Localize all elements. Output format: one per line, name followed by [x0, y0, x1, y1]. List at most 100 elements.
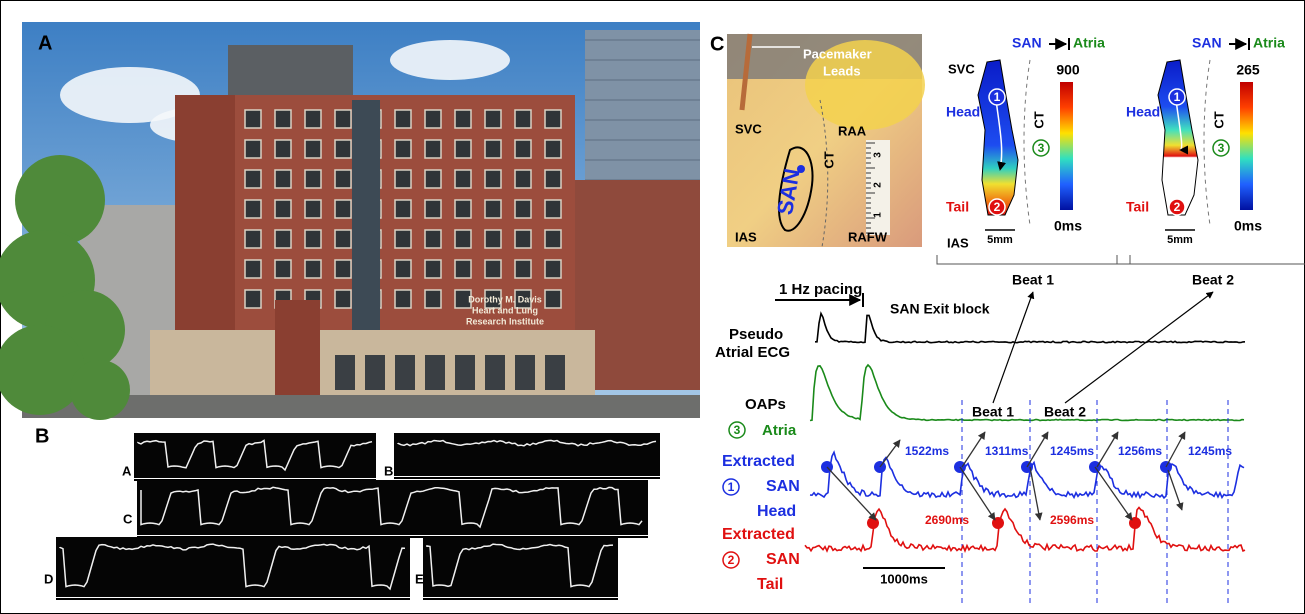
window: [305, 170, 321, 188]
beat-label: Beat 1: [1012, 272, 1054, 288]
glass-column: [352, 100, 380, 335]
window: [305, 110, 321, 128]
marker-number: 1: [994, 90, 1001, 104]
scale-label: 1000ms: [880, 571, 928, 586]
window: [485, 110, 501, 128]
ecg-label: Atrial ECG: [715, 344, 790, 361]
interval-label: 1256ms: [1118, 444, 1162, 458]
exit-block-label: SAN Exit block: [890, 301, 990, 317]
window: [275, 140, 291, 158]
window: [545, 110, 561, 128]
building-sign: Heart and Lung: [472, 305, 538, 315]
tree: [70, 360, 130, 420]
window: [545, 260, 561, 278]
figure: Dorothy M. DavisHeart and LungResearch I…: [0, 0, 1305, 614]
map-label: IAS: [947, 235, 969, 250]
window: [455, 200, 471, 218]
panel-label: A: [38, 32, 52, 54]
window: [275, 110, 291, 128]
window: [515, 110, 531, 128]
direction-label: Atria: [1073, 35, 1105, 51]
window: [335, 140, 351, 158]
window: [335, 290, 351, 308]
marker-number: 3: [734, 423, 741, 437]
interval-label: 1522ms: [905, 444, 949, 458]
window: [425, 110, 441, 128]
window: [455, 170, 471, 188]
window: [425, 170, 441, 188]
window: [425, 200, 441, 218]
window: [335, 230, 351, 248]
ruler-number: 1: [873, 212, 884, 218]
tail-label: Extracted: [722, 526, 795, 543]
scale-label: 5mm: [987, 234, 1013, 246]
window: [545, 140, 561, 158]
base-window: [365, 355, 385, 390]
direction-label: Atria: [1253, 35, 1285, 51]
oaps-label: OAPs: [745, 396, 786, 413]
recording-strip: [137, 480, 648, 535]
base-window: [485, 355, 505, 390]
beat-label: Beat 2: [1192, 272, 1234, 288]
leads-label: Pacemaker: [803, 46, 872, 61]
window: [545, 200, 561, 218]
building-sign: Research Institute: [466, 316, 544, 326]
interval-label: 1311ms: [985, 444, 1029, 458]
window: [455, 260, 471, 278]
window: [425, 230, 441, 248]
ruler-number: 2: [873, 182, 884, 188]
window: [515, 200, 531, 218]
window: [245, 260, 261, 278]
marker-number: 3: [1218, 141, 1225, 155]
direction-label: SAN: [1192, 35, 1222, 51]
scale-label: 5mm: [1167, 234, 1193, 246]
map-label: Tail: [946, 199, 969, 215]
recording-strip: [394, 433, 660, 476]
window: [395, 110, 411, 128]
tree: [15, 155, 105, 245]
window: [395, 230, 411, 248]
window: [455, 140, 471, 158]
window: [335, 200, 351, 218]
base-window: [395, 355, 415, 390]
ruler-number: 3: [873, 152, 884, 158]
map-label: Head: [946, 104, 980, 120]
window: [485, 260, 501, 278]
window: [275, 260, 291, 278]
strip-label: D: [44, 571, 53, 586]
window: [485, 170, 501, 188]
strip-label: A: [122, 463, 132, 478]
window: [485, 200, 501, 218]
window: [425, 140, 441, 158]
window: [455, 110, 471, 128]
window: [545, 230, 561, 248]
base-window: [455, 355, 475, 390]
window: [515, 230, 531, 248]
interval-label: 1245ms: [1188, 444, 1232, 458]
head-label: Head: [757, 503, 796, 520]
window: [335, 110, 351, 128]
window: [395, 290, 411, 308]
head-label: Extracted: [722, 453, 795, 470]
map-label: Head: [1126, 104, 1160, 120]
interval-label: 2596ms: [1050, 513, 1094, 527]
map-label: CT: [1211, 111, 1226, 128]
colorbar-min: 0ms: [1054, 218, 1082, 234]
building-sign: Dorothy M. Davis: [468, 294, 542, 304]
photo-label: CT: [821, 151, 836, 168]
direction-label: SAN: [1012, 35, 1042, 51]
window: [515, 170, 531, 188]
pacing-label: 1 Hz pacing: [779, 281, 862, 298]
cloud: [390, 40, 510, 80]
head-label: SAN: [766, 478, 800, 495]
recording-strip: [423, 537, 618, 597]
window: [545, 290, 561, 308]
window: [275, 170, 291, 188]
panel-label: C: [710, 33, 724, 55]
window: [245, 140, 261, 158]
window: [395, 200, 411, 218]
photo-label: RAFW: [848, 229, 888, 244]
window: [245, 230, 261, 248]
window: [335, 170, 351, 188]
photo-label: SVC: [735, 121, 762, 136]
